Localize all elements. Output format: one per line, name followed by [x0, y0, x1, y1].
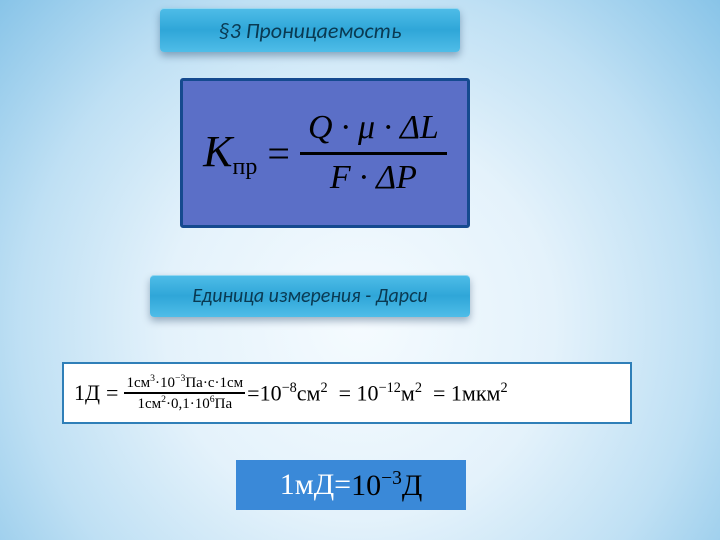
lhs-sub: пр — [233, 154, 258, 180]
darcy-conversion-right: =10−8см2 = 10−12м2 = 1мкм2 — [247, 380, 507, 406]
millidarcy-value: 10−3Д — [351, 468, 422, 503]
title-banner: §3 Проницаемость — [160, 8, 460, 52]
permeability-formula-box: Kпр = Q · μ · ΔL F · ΔP — [180, 78, 470, 228]
fraction-denominator: F · ΔP — [322, 155, 425, 202]
f2-frac-den: 1см2·0,1·106Па — [135, 394, 234, 414]
title-text: §3 Проницаемость — [219, 17, 402, 44]
unit-text: Единица измерения - Дарси — [192, 284, 427, 308]
fraction-numerator: Q · μ · ΔL — [300, 105, 447, 152]
f2-lhs: 1Д — [74, 380, 100, 406]
equals-sign: = — [267, 130, 290, 177]
f2-fraction: 1см3·10−3Па·с·1см 1см2·0,1·106Па — [124, 373, 245, 414]
f2-frac-num: 1см3·10−3Па·с·1см — [124, 373, 245, 393]
unit-banner: Единица измерения - Дарси — [150, 275, 470, 317]
millidarcy-prefix: 1мД= — [280, 468, 351, 502]
permeability-formula: Kпр = Q · μ · ΔL F · ΔP — [203, 105, 447, 201]
f2-eq: = — [106, 380, 118, 406]
millidarcy-box: 1мД= 10−3Д — [236, 460, 466, 510]
darcy-conversion-box: 1Д = 1см3·10−3Па·с·1см 1см2·0,1·106Па =1… — [62, 362, 632, 424]
darcy-conversion-left: 1Д = 1см3·10−3Па·с·1см 1см2·0,1·106Па — [74, 373, 245, 414]
lhs-var: K — [203, 127, 232, 176]
formula-fraction: Q · μ · ΔL F · ΔP — [300, 105, 447, 201]
formula-lhs: Kпр — [203, 126, 257, 181]
